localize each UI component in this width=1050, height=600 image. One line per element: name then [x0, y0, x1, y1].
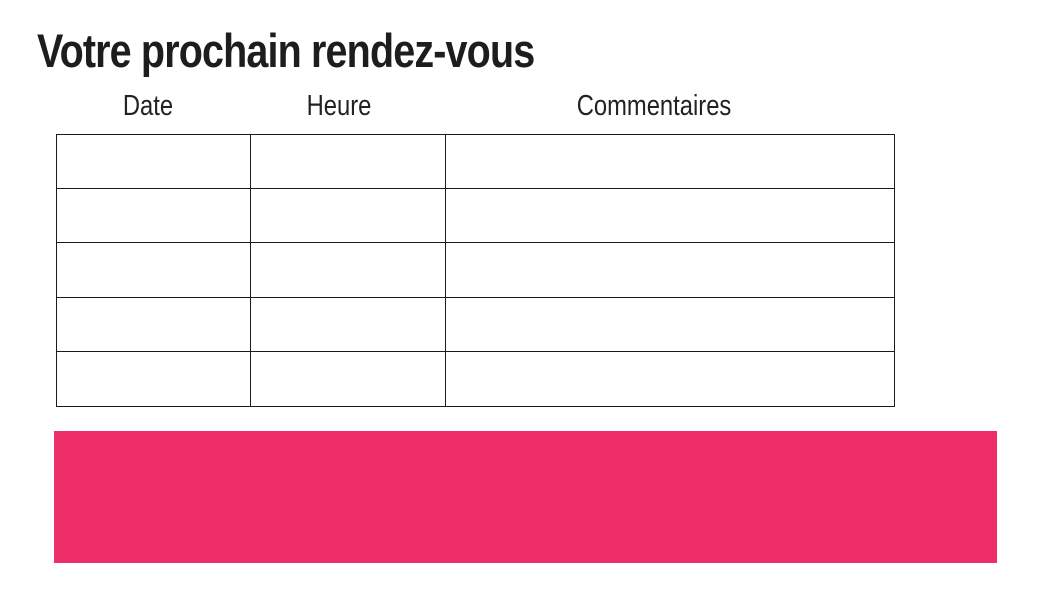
- table-cell: [57, 351, 251, 406]
- table-cell: [446, 298, 894, 352]
- table-cell: [446, 189, 894, 244]
- table-cell: [57, 189, 251, 244]
- table-cell: [446, 243, 894, 298]
- table-cell: [57, 243, 251, 298]
- column-header-heure: Heure: [300, 92, 379, 121]
- table-cell: [446, 352, 894, 406]
- appointments-table: [56, 134, 895, 407]
- column-header-date: Date: [117, 92, 178, 121]
- table-cell: [251, 351, 446, 406]
- table-cell: [251, 135, 446, 190]
- column-header-heure-label: Heure: [306, 90, 372, 122]
- table-cell: [251, 243, 446, 298]
- page-title: Votre prochain rendez-vous: [37, 27, 629, 74]
- column-header-commentaires: Commentaires: [560, 92, 749, 121]
- table-cell: [57, 135, 251, 190]
- table-cell: [446, 135, 894, 190]
- page-title-text: Votre prochain rendez-vous: [37, 24, 535, 77]
- accent-banner: [54, 431, 997, 563]
- table-cell: [251, 297, 446, 352]
- column-header-date-label: Date: [122, 90, 174, 122]
- column-header-commentaires-label: Commentaires: [576, 90, 732, 122]
- table-cell: [57, 297, 251, 352]
- table-cell: [251, 189, 446, 244]
